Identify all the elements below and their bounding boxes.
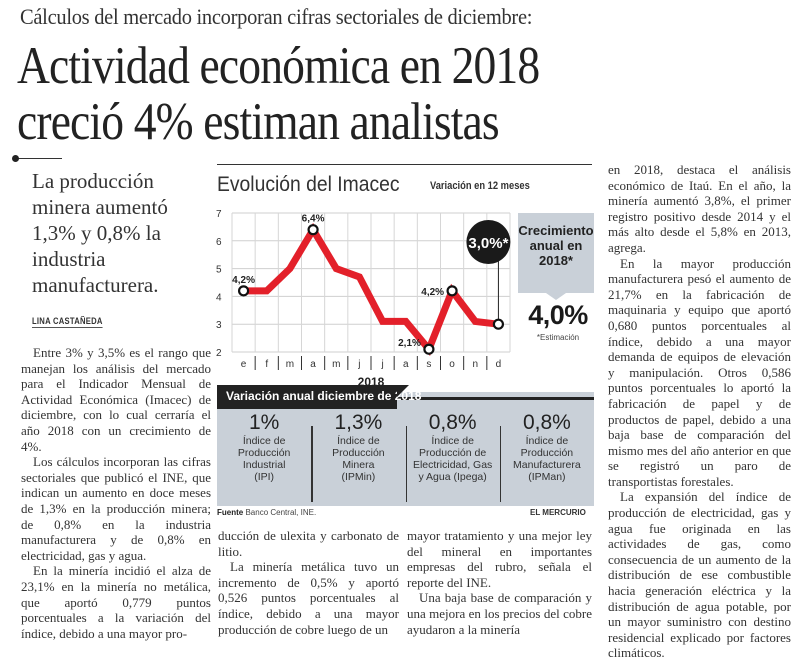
- y-axis-ticks: 2 3 4 5 6 7: [216, 209, 222, 359]
- body-column-3: mayor tratamiento y una mejor ley del mi…: [407, 528, 592, 637]
- lead-text: La producción minera aumentó 1,3% y 0,8%…: [32, 169, 168, 297]
- data-point-marker: [423, 343, 435, 355]
- callout-arrow: [546, 293, 566, 300]
- x-tick-label: m: [286, 359, 294, 370]
- kicker: Cálculos del mercado incorporan cifras s…: [20, 4, 533, 29]
- annual-variation-header: Variación anual diciembre de 2018: [217, 385, 421, 409]
- source-label: Fuente: [217, 508, 244, 517]
- index-card-ipmin: 1,3% Índice de Producción Minera (IPMin): [311, 412, 405, 504]
- index-card-ipi: 1% Índice de Producción Industrial (IPI): [217, 412, 311, 504]
- paragraph: ducción de ulexita y carbonato de litio.: [218, 528, 399, 559]
- y-tick-label: 4: [216, 292, 222, 303]
- chart-title: Evolución del Imacec: [217, 173, 400, 196]
- lead-rule: [14, 158, 62, 159]
- x-tick-label: f: [265, 359, 268, 370]
- header-tab-slant: [397, 385, 409, 397]
- index-card-ipega: 0,8% Índice de Producción de Electricida…: [405, 411, 500, 504]
- headline-line-2: creció 4% estiman analistas: [17, 93, 500, 151]
- x-tick-label: d: [496, 359, 502, 370]
- series-line-imacec: [243, 222, 499, 356]
- chart-subtitle: Variación en 12 meses: [430, 180, 530, 192]
- data-points: [237, 224, 505, 355]
- y-tick-label: 6: [216, 237, 222, 248]
- imacec-line-chart: 2 3 4 5 6 7 e f m a m j j a s o n d 4,2% 6,4% 2,1% 4,2% 3,0%…: [216, 209, 511, 389]
- source-note: Fuente Banco Central, INE.: [217, 508, 316, 517]
- index-label: Índice de Producción Manufacturera (IPMa…: [513, 435, 581, 483]
- x-tick-label: a: [403, 359, 409, 370]
- annual-growth-value: 4,0%: [528, 300, 588, 330]
- brand-credit: EL MERCURIO: [530, 508, 586, 517]
- bullet-dot-icon: [12, 155, 19, 162]
- index-label: Índice de Producción de Electricidad, Ga…: [412, 435, 493, 483]
- paragraph: La minería metálica tuvo un incremento d…: [218, 559, 399, 637]
- x-tick-label: j: [380, 359, 383, 370]
- y-tick-label: 7: [216, 209, 222, 220]
- headline-line-1: Actividad económica en 2018: [17, 37, 540, 95]
- paragraph: Entre 3% y 3,5% es el rango que manejan …: [21, 345, 211, 454]
- y-tick-label: 2: [216, 348, 222, 359]
- x-tick-label: e: [241, 359, 247, 370]
- index-value: 1%: [248, 411, 280, 434]
- body-column-2: ducción de ulexita y carbonato de litio.…: [218, 528, 399, 637]
- x-tick-label: s: [426, 359, 431, 370]
- byline: LINA CASTAÑEDA: [32, 316, 103, 328]
- body-column-4: en 2018, destaca el análisis económico d…: [608, 162, 791, 661]
- x-tick-label: j: [357, 359, 360, 370]
- data-point-marker: [307, 224, 319, 236]
- x-tick-label: n: [472, 359, 478, 370]
- x-tick-label: m: [332, 359, 340, 370]
- x-tick-label: o: [449, 359, 455, 370]
- index-value: 1,3%: [334, 411, 383, 434]
- index-value: 0,8%: [428, 411, 477, 434]
- y-tick-label: 3: [216, 320, 222, 331]
- index-label: Índice de Producción Industrial (IPI): [237, 435, 291, 483]
- data-label: 3,0%*: [468, 235, 508, 252]
- data-point-marker: [492, 318, 505, 330]
- paragraph: En la mayor producción manufacturera pes…: [608, 255, 791, 489]
- chart-top-rule: [217, 164, 592, 165]
- data-label: 6,4%: [302, 214, 325, 225]
- paragraph: La expansión del índice de producción de…: [608, 489, 791, 661]
- data-point-marker: [237, 285, 250, 297]
- data-labels: 4,2% 6,4% 2,1% 4,2% 3,0%*: [232, 214, 511, 349]
- data-label: 2,1%: [398, 338, 421, 349]
- index-card-ipman: 0,8% Índice de Producción Manufacturera …: [499, 411, 594, 504]
- y-tick-label: 5: [216, 265, 222, 276]
- index-cards: 1% Índice de Producción Industrial (IPI)…: [217, 412, 594, 504]
- annual-growth-callout: Crecimiento anual en 2018*: [518, 213, 594, 293]
- paragraph: en 2018, destaca el análisis económico d…: [608, 162, 791, 255]
- paragraph: mayor tratamiento y una mejor ley del mi…: [407, 528, 592, 590]
- data-point-marker: [446, 285, 458, 297]
- body-column-1: Entre 3% y 3,5% es el rango que manejan …: [21, 345, 211, 641]
- data-label: 4,2%: [421, 287, 444, 298]
- paragraph: Los cálculos incorporan las cifras secto…: [21, 454, 211, 563]
- source-text: Banco Central, INE.: [245, 508, 317, 517]
- estimate-note: *Estimación: [536, 333, 580, 342]
- chart-grid: [231, 212, 511, 370]
- x-tick-label: a: [310, 359, 316, 370]
- highlight-bubble: [466, 220, 511, 264]
- index-label: Índice de Producción Minera (IPMin): [332, 435, 385, 483]
- paragraph: En la minería incidió el alza de 23,1% e…: [21, 563, 211, 641]
- index-value: 0,8%: [522, 411, 571, 434]
- panel-header-rule: [397, 397, 594, 400]
- data-label: 4,2%: [232, 275, 255, 286]
- paragraph: Una baja base de comparación y una mejor…: [407, 590, 592, 637]
